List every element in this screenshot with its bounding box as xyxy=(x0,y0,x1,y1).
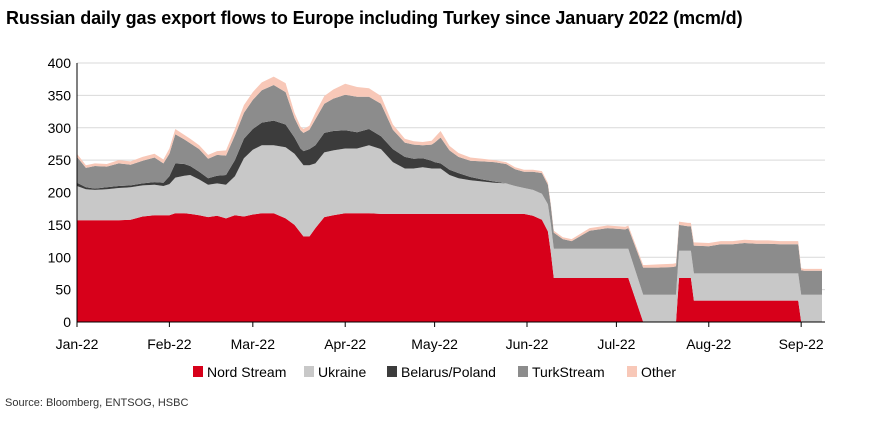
source-note: Source: Bloomberg, ENTSOG, HSBC xyxy=(5,397,189,409)
legend-swatch-belarus-poland xyxy=(387,366,397,377)
y-tick-label: 250 xyxy=(48,152,72,168)
y-tick-label: 300 xyxy=(48,120,72,136)
chart-title: Russian daily gas export flows to Europe… xyxy=(6,8,743,28)
legend-label-nord-stream: Nord Stream xyxy=(207,364,286,380)
x-tick-label: Sep-22 xyxy=(779,336,824,352)
legend-label-other: Other xyxy=(641,364,676,380)
legend-label-ukraine: Ukraine xyxy=(318,364,366,380)
y-tick-label: 100 xyxy=(48,249,72,265)
x-tick-label: Jun-22 xyxy=(506,336,549,352)
y-tick-label: 150 xyxy=(48,217,72,233)
x-tick-label: Aug-22 xyxy=(686,336,731,352)
area-nord-stream xyxy=(77,213,822,322)
y-tick-label: 350 xyxy=(48,87,72,103)
axes: 0 50 100 150 200 250 300 350 400 Jan-22 Feb-22 Mar-… xyxy=(48,55,825,352)
x-tick-label: Jan-22 xyxy=(56,336,99,352)
legend-label-belarus-poland: Belarus/Poland xyxy=(401,364,496,380)
plot-areas xyxy=(77,76,822,322)
y-tick-label: 200 xyxy=(48,185,72,201)
legend-swatch-nord-stream xyxy=(193,366,203,377)
area-ukraine xyxy=(77,145,822,322)
legend-swatch-turkstream xyxy=(518,366,528,377)
x-tick-label: Feb-22 xyxy=(147,336,192,352)
x-tick-label: Mar-22 xyxy=(231,336,276,352)
legend-label-turkstream: TurkStream xyxy=(532,364,605,380)
x-tick-label: Apr-22 xyxy=(324,336,366,352)
x-tick-label: May-22 xyxy=(411,336,458,352)
y-tick-label: 50 xyxy=(55,282,71,298)
legend-swatch-other xyxy=(627,366,637,377)
y-tick-label: 0 xyxy=(63,314,71,330)
legend: Nord Stream Ukraine Belarus/Poland TurkStre… xyxy=(193,364,676,380)
x-tick-label: Jul-22 xyxy=(597,336,635,352)
legend-swatch-ukraine xyxy=(304,366,314,377)
y-tick-label: 400 xyxy=(48,55,72,71)
